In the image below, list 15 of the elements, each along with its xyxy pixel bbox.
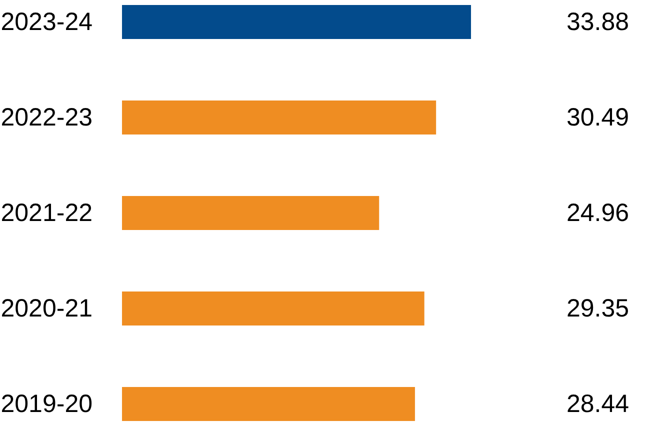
bar	[122, 292, 424, 326]
data-label: 30.49	[566, 103, 629, 132]
y-tick-label: 2023-24	[0, 8, 93, 36]
bar	[122, 196, 380, 230]
y-tick-label: 2020-21	[0, 294, 92, 323]
y-tick-label: 2022-23	[0, 103, 92, 132]
data-label: 24.96	[566, 199, 629, 227]
data-label: 29.35	[566, 294, 629, 323]
y-tick-label: 2019-20	[0, 390, 92, 418]
y-tick-label: 2021-22	[0, 199, 92, 227]
data-label: 28.44	[566, 390, 630, 418]
data-label: 33.88	[566, 8, 629, 36]
bar	[122, 100, 436, 134]
bar	[122, 4, 471, 39]
bar	[122, 387, 415, 422]
